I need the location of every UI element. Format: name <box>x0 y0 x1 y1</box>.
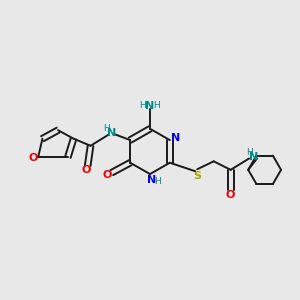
Text: S: S <box>193 171 201 181</box>
Text: O: O <box>225 190 235 200</box>
Text: O: O <box>28 153 38 163</box>
Text: N: N <box>171 133 180 143</box>
Text: H: H <box>246 148 252 157</box>
Text: N: N <box>106 128 116 138</box>
Text: N: N <box>145 100 154 111</box>
Text: H: H <box>153 101 160 110</box>
Text: N: N <box>147 175 156 185</box>
Text: N: N <box>249 152 258 162</box>
Text: O: O <box>102 170 111 181</box>
Text: H: H <box>103 124 110 133</box>
Text: H: H <box>139 101 145 110</box>
Text: O: O <box>82 165 91 175</box>
Text: H: H <box>154 178 160 187</box>
